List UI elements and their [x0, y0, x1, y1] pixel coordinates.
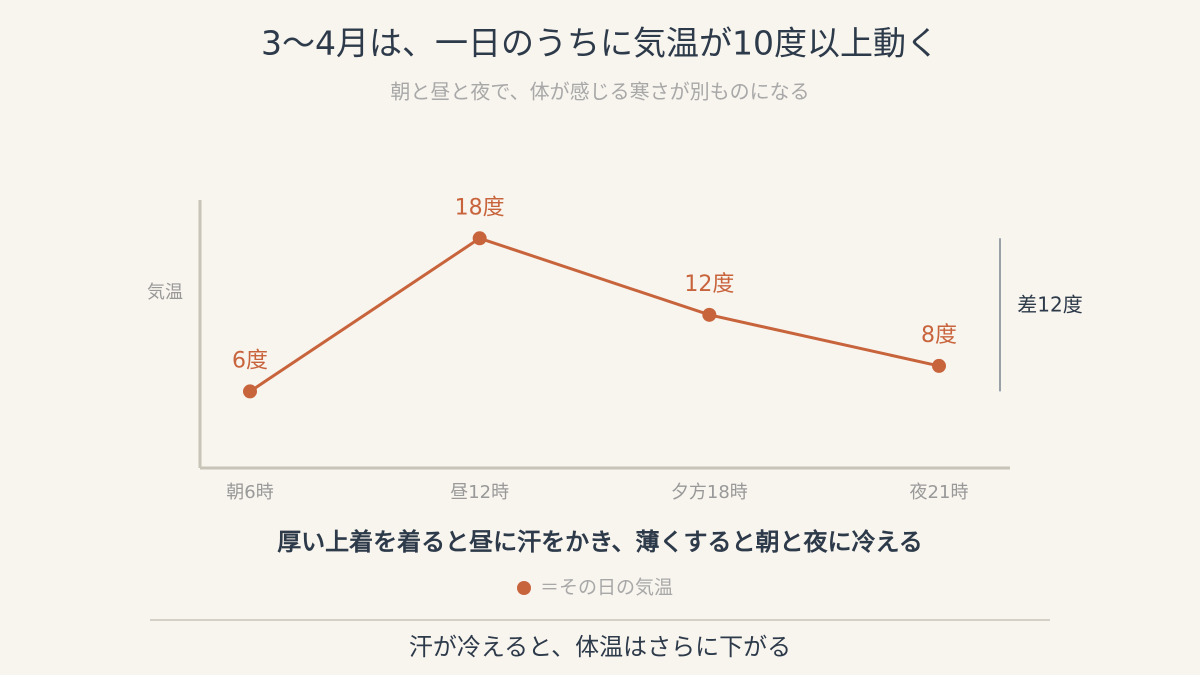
point — [932, 358, 946, 373]
point — [243, 384, 257, 399]
x-tick-label: 夜21時 — [910, 482, 969, 503]
data-label: 18度 — [455, 195, 505, 220]
legend-marker — [517, 581, 531, 595]
line — [249, 236, 940, 393]
data-label: 6度 — [232, 348, 268, 373]
x-tick-label: 昼12時 — [450, 482, 509, 503]
annotation: 差12度 — [1017, 293, 1082, 317]
data-label: 12度 — [684, 272, 734, 297]
point — [472, 231, 487, 246]
footer: 汗が冷えると、体温はさらに下がる — [409, 633, 791, 661]
caption: 厚い上着を着ると昼に汗をかき、薄くすると朝と夜に冷える — [277, 528, 923, 556]
chart-title: 3〜4月は、一日のうちに気温が10度以上動く — [261, 24, 939, 63]
point — [702, 307, 717, 322]
data-label: 8度 — [921, 323, 957, 348]
y-axis-label: 気温 — [147, 282, 183, 303]
chart-subtitle: 朝と昼と夜で、体が感じる寒さが別ものになる — [390, 80, 809, 104]
x-tick-label: 朝6時 — [226, 482, 273, 503]
legend-label: ＝その日の気温 — [540, 577, 673, 599]
x-tick-label: 夕方18時 — [671, 482, 748, 503]
